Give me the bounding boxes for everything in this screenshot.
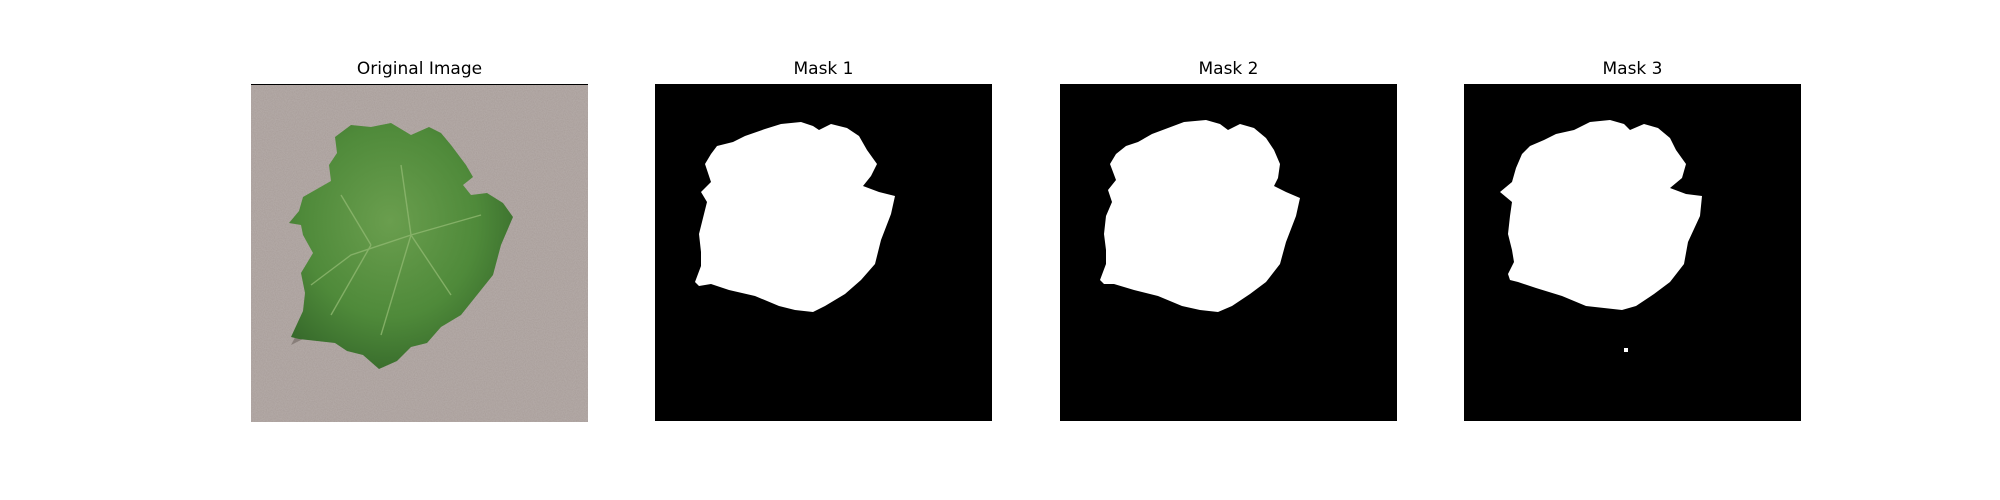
mask-1-svg [655,84,992,421]
panel-title-mask-1: Mask 1 [793,59,854,79]
mask-2-image [1060,84,1397,421]
leaf-veins [310,164,482,336]
original-image [251,84,588,422]
mask-3-svg [1464,84,1801,421]
leaf-photo [251,85,588,422]
mask-3-region [1500,120,1702,310]
panel-title-original: Original Image [356,59,483,79]
mask-2-svg [1060,84,1397,421]
panel-title-mask-3: Mask 3 [1602,59,1663,79]
mask-1-image [655,84,992,421]
leaf-shape [289,123,513,369]
panel-title-mask-2: Mask 2 [1198,59,1259,79]
mask-1-region [695,122,895,312]
mask-2-region [1100,120,1300,312]
mask-3-image [1464,84,1801,421]
mask-3-speck [1624,348,1628,352]
